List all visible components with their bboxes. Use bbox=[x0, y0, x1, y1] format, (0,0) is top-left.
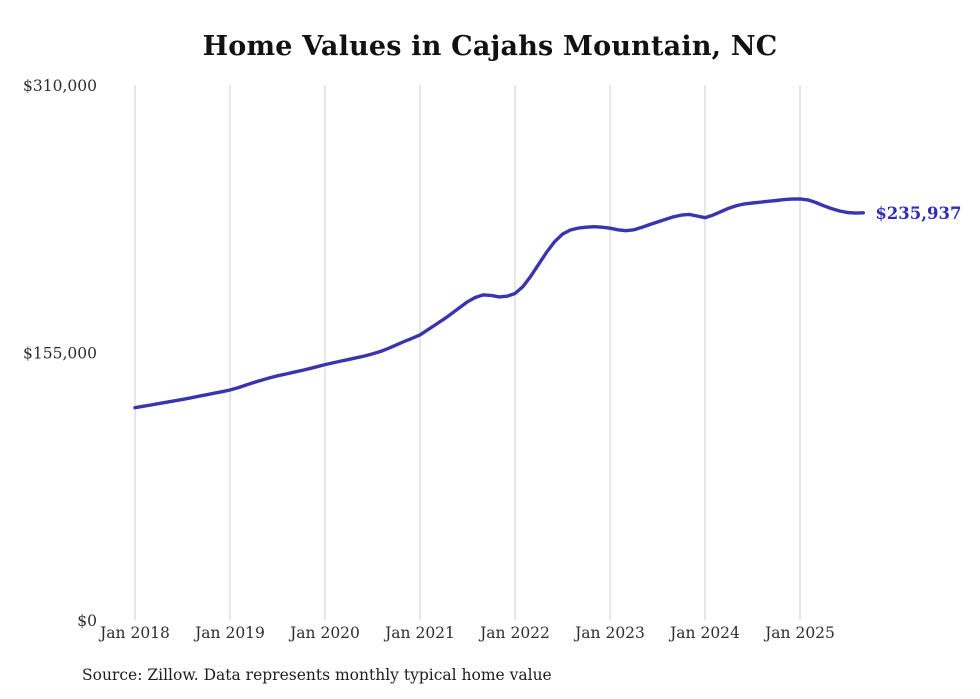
y-tick-label: $0 bbox=[77, 612, 97, 630]
x-tick-label: Jan 2020 bbox=[288, 624, 360, 642]
value-line bbox=[133, 197, 865, 410]
x-tick-label: Jan 2018 bbox=[98, 624, 170, 642]
x-tick-label: Jan 2022 bbox=[478, 624, 550, 642]
y-tick-label: $310,000 bbox=[23, 77, 97, 95]
x-tick-label: Jan 2024 bbox=[668, 624, 740, 642]
y-tick-label: $155,000 bbox=[23, 345, 97, 363]
chart-title: Home Values in Cajahs Mountain, NC bbox=[202, 31, 778, 62]
end-value-label: $235,937 bbox=[875, 204, 961, 223]
x-tick-label: Jan 2025 bbox=[763, 624, 835, 642]
x-tick-label: Jan 2023 bbox=[573, 624, 645, 642]
x-tick-label: Jan 2021 bbox=[383, 624, 455, 642]
x-tick-label: Jan 2019 bbox=[193, 624, 265, 642]
source-note: Source: Zillow. Data represents monthly … bbox=[82, 666, 552, 684]
